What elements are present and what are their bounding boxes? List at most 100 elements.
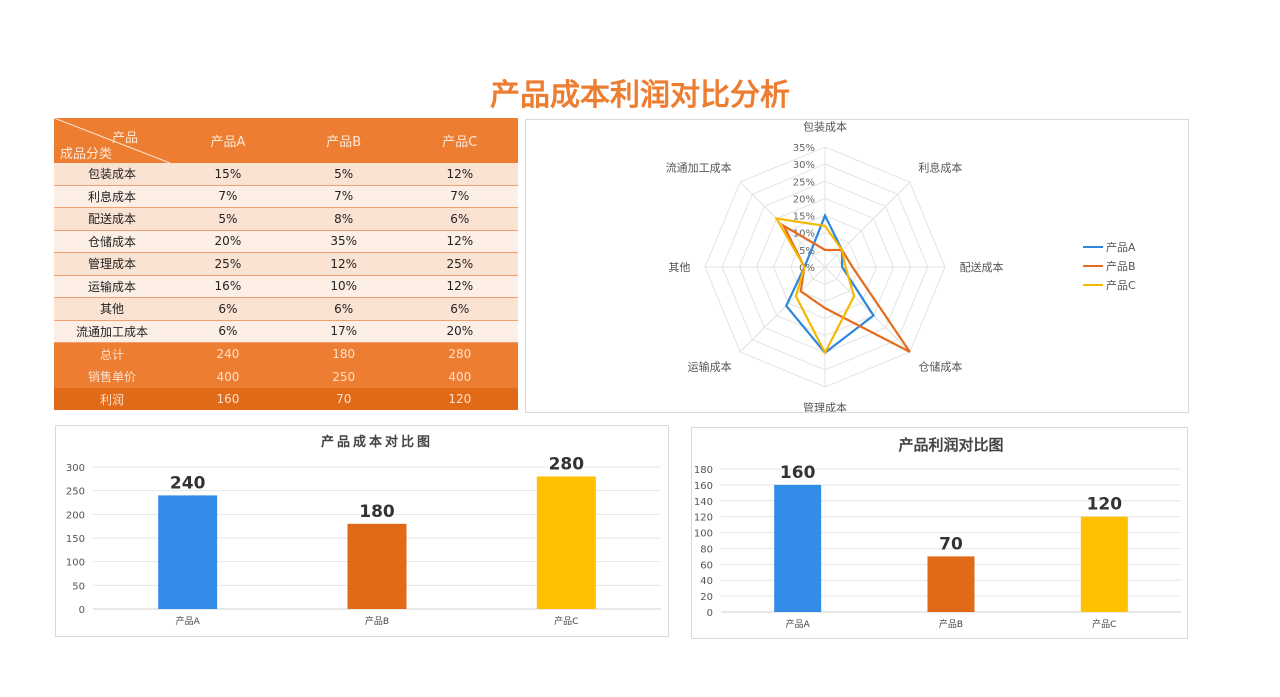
- row-label: 管理成本: [54, 252, 170, 276]
- y-tick-label: 40: [700, 576, 713, 587]
- y-tick-label: 120: [694, 513, 713, 524]
- profit-bar-chart: 产品利润对比图 0 20 40 60 80 100 120 140 160 180 160 产品A 70 产…: [694, 436, 1181, 630]
- y-tick-label: 200: [66, 510, 85, 521]
- table-row: 管理成本 25% 12% 25%: [54, 252, 518, 276]
- row-label: 配送成本: [54, 207, 170, 231]
- radar-category-label: 管理成本: [803, 401, 847, 412]
- cell-value: 12%: [401, 163, 518, 186]
- table-row: 包装成本 15% 5% 12%: [54, 163, 518, 186]
- column-header: 产品B: [285, 118, 402, 163]
- column-header: 产品C: [401, 118, 518, 163]
- corner-bottom: 成品分类: [60, 147, 113, 162]
- cell-value: 12%: [401, 230, 518, 253]
- cost-bar-chart: 产品成本对比图 0 50 100 150 200 250 300 240 产品A 180 产品B 280…: [66, 434, 661, 627]
- corner-top: 产品: [112, 131, 139, 146]
- summary-row: 利润 160 70 120: [54, 388, 518, 410]
- summary-row: 销售单价 400 250 400: [54, 365, 518, 388]
- legend-label: 产品C: [1106, 278, 1136, 292]
- x-tick-label: 产品C: [1092, 618, 1116, 630]
- bar-产品B: [347, 523, 407, 609]
- cell-value: 7%: [401, 185, 518, 208]
- bar-产品C: [1080, 516, 1128, 612]
- data-label: 240: [170, 473, 206, 493]
- y-tick-label: 0: [707, 608, 713, 619]
- cell-value: 6%: [401, 297, 518, 321]
- radar-category-label: 利息成本: [918, 161, 962, 175]
- x-tick-label: 产品B: [365, 615, 389, 627]
- bar-产品C: [536, 476, 596, 609]
- row-label: 利润: [54, 388, 170, 410]
- table-row: 运输成本 16% 10% 12%: [54, 275, 518, 298]
- row-label: 总计: [54, 342, 170, 366]
- y-tick-label: 160: [694, 481, 713, 492]
- table-row: 利息成本 7% 7% 7%: [54, 185, 518, 208]
- cell-value: 15%: [170, 163, 286, 186]
- y-tick-label: 50: [72, 581, 85, 592]
- cell-value: 400: [170, 365, 286, 388]
- data-label: 280: [549, 454, 585, 474]
- x-tick-label: 产品A: [176, 615, 201, 627]
- y-tick-label: 20: [700, 592, 713, 603]
- page-title: 产品成本利润对比分析: [490, 78, 790, 113]
- cell-value: 6%: [170, 320, 286, 343]
- radar-series-产品B: [781, 222, 911, 353]
- data-label: 120: [1087, 495, 1123, 515]
- legend-label: 产品A: [1106, 240, 1136, 254]
- radar-spoke: [824, 181, 911, 268]
- table-row: 配送成本 5% 8% 6%: [54, 207, 518, 231]
- cell-value: 240: [170, 342, 286, 366]
- bar-产品A: [158, 495, 218, 609]
- y-tick-label: 100: [66, 558, 85, 569]
- radar-tick-label: 5%: [799, 246, 815, 257]
- cell-value: 20%: [170, 230, 286, 253]
- cell-value: 10%: [285, 275, 402, 298]
- x-tick-label: 产品C: [554, 615, 578, 627]
- cell-value: 5%: [170, 207, 286, 231]
- cell-value: 6%: [170, 297, 286, 321]
- cell-value: 250: [285, 365, 402, 388]
- x-tick-label: 产品A: [786, 618, 811, 630]
- cell-value: 35%: [285, 230, 402, 253]
- radar-tick-label: 10%: [793, 229, 815, 240]
- radar-category-label: 仓储成本: [918, 359, 962, 373]
- row-label: 销售单价: [54, 365, 170, 388]
- corner-cell: 产品 成品分类: [54, 118, 170, 163]
- y-tick-label: 140: [694, 497, 713, 508]
- radar-chart-panel: 0% 5% 10% 15% 20% 25% 30% 35% 包装成本 利息成本 配送成本 仓储成本 管理…: [525, 119, 1189, 415]
- row-label: 利息成本: [54, 185, 170, 208]
- data-label: 70: [939, 534, 963, 554]
- radar-tick-label: 25%: [793, 177, 815, 188]
- bar-产品A: [774, 484, 822, 612]
- cell-value: 70: [285, 388, 402, 410]
- cell-value: 120: [401, 388, 518, 410]
- cost-bar-chart-panel: 产品成本对比图 0 50 100 150 200 250 300 240 产品A 180 产品B 280…: [55, 425, 669, 637]
- cell-value: 6%: [285, 297, 402, 321]
- row-label: 运输成本: [54, 275, 170, 298]
- radar-category-label: 配送成本: [960, 260, 1004, 274]
- row-label: 仓储成本: [54, 230, 170, 253]
- cell-value: 8%: [285, 207, 402, 231]
- radar-category-label: 流通加工成本: [666, 161, 732, 175]
- cell-value: 12%: [285, 252, 402, 276]
- cell-value: 16%: [170, 275, 286, 298]
- cell-value: 7%: [285, 185, 402, 208]
- cell-value: 25%: [170, 252, 286, 276]
- radar-tick-label: 20%: [793, 194, 815, 205]
- cell-value: 6%: [401, 207, 518, 231]
- y-tick-label: 80: [700, 544, 713, 555]
- y-tick-label: 100: [694, 529, 713, 540]
- table-row: 仓储成本 20% 35% 12%: [54, 230, 518, 253]
- cell-value: 25%: [401, 252, 518, 276]
- radar-tick-label: 30%: [793, 160, 815, 171]
- cell-value: 20%: [401, 320, 518, 343]
- y-tick-label: 180: [694, 465, 713, 476]
- radar-category-label: 包装成本: [803, 120, 847, 133]
- radar-category-label: 运输成本: [688, 359, 732, 373]
- y-tick-label: 300: [66, 463, 85, 474]
- y-tick-label: 60: [700, 560, 713, 571]
- legend-label: 产品B: [1106, 259, 1136, 273]
- row-label: 包装成本: [54, 163, 170, 186]
- radar-chart: 0% 5% 10% 15% 20% 25% 30% 35% 包装成本利息成本配送成本仓储成本管理…: [666, 119, 1136, 414]
- radar-category-label: 其他: [668, 261, 690, 274]
- cell-value: 17%: [285, 320, 402, 343]
